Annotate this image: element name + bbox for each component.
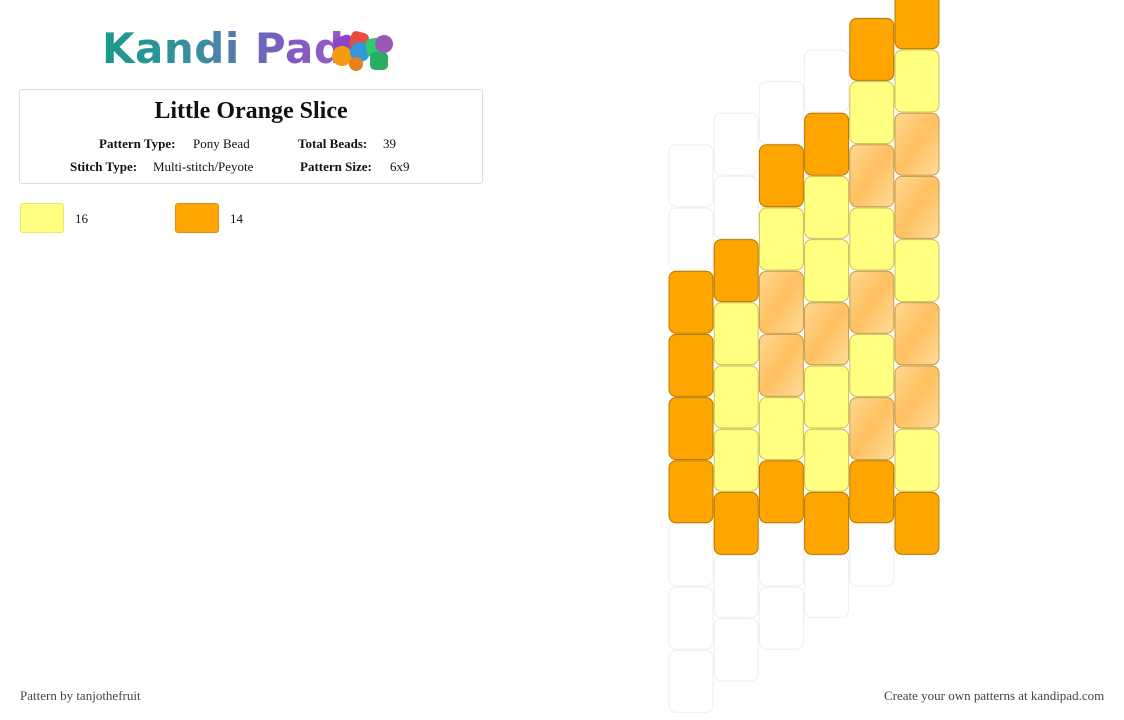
bead-cell <box>713 175 759 239</box>
bead-cell <box>758 207 804 271</box>
bead-cell <box>849 81 895 145</box>
bead-cell <box>713 112 759 176</box>
bead-cell <box>758 333 804 397</box>
legend-swatch-yellow <box>20 203 64 233</box>
bead-cell <box>804 491 850 555</box>
pattern-type-label: Pattern Type: <box>99 136 176 151</box>
bead-cell <box>804 112 850 176</box>
bead-cell <box>668 397 714 461</box>
pattern-size-label: Pattern Size: <box>300 159 372 174</box>
bead-cell <box>668 586 714 650</box>
bead-cell <box>668 523 714 587</box>
bead-cell <box>804 428 850 492</box>
bead-cell <box>849 333 895 397</box>
bead-cell <box>758 81 804 145</box>
bead-cell <box>668 333 714 397</box>
bead-cell <box>758 144 804 208</box>
logo-text: Kandi Pad <box>102 24 345 73</box>
bead-cell <box>804 49 850 113</box>
bead-cell <box>894 302 940 366</box>
bead-cell <box>849 523 895 587</box>
bead-cell <box>894 175 940 239</box>
bead-cell <box>758 397 804 461</box>
bead-cell <box>713 365 759 429</box>
bead-cell <box>758 523 804 587</box>
total-beads-label: Total Beads: <box>298 136 368 151</box>
bead-cell <box>804 239 850 303</box>
bead-cell <box>894 49 940 113</box>
legend-swatch-orange <box>175 203 219 233</box>
bead-cell <box>849 270 895 334</box>
bead-cell <box>668 460 714 524</box>
bead-cell <box>894 491 940 555</box>
bead-cell <box>713 302 759 366</box>
bead-cell <box>804 302 850 366</box>
footer-author: Pattern by tanjothefruit <box>20 688 141 703</box>
bead-cell <box>668 207 714 271</box>
bead-cell <box>849 144 895 208</box>
bead-cell <box>713 428 759 492</box>
stitch-type-label: Stitch Type: <box>70 159 138 174</box>
bead-cell <box>804 175 850 239</box>
bead-cell <box>758 460 804 524</box>
bead-cell <box>894 239 940 303</box>
pattern-info-card: Little Orange Slice Pattern Type: Pony B… <box>19 89 483 184</box>
bead-cell <box>894 0 940 50</box>
bead-cell <box>849 17 895 81</box>
bead-cell <box>758 270 804 334</box>
kandi-pad-logo: Kandi Pad <box>102 24 402 76</box>
bead-cell <box>849 207 895 271</box>
bead-cell <box>668 144 714 208</box>
bead-cell <box>713 618 759 682</box>
bead-cell <box>804 365 850 429</box>
legend-count-yellow: 16 <box>75 211 88 226</box>
stitch-type-value: Multi-stitch/Peyote <box>153 159 254 174</box>
bead-cell <box>894 428 940 492</box>
bead-cell <box>668 649 714 713</box>
bead-cell <box>713 555 759 619</box>
bead-cell <box>849 397 895 461</box>
bead-cell <box>804 555 850 619</box>
pattern-size-value: 6x9 <box>390 159 410 174</box>
bead-cell <box>894 365 940 429</box>
total-beads-value: 39 <box>383 136 396 151</box>
pattern-type-value: Pony Bead <box>193 136 250 151</box>
bead-cell <box>849 460 895 524</box>
bead-cell <box>713 491 759 555</box>
beads-logo-icon <box>332 31 393 71</box>
pattern-title: Little Orange Slice <box>154 98 348 124</box>
footer-promo: Create your own patterns at kandipad.com <box>884 688 1105 703</box>
bead-cell <box>668 270 714 334</box>
bead-cell <box>894 112 940 176</box>
bead-cell <box>713 239 759 303</box>
bead-cell <box>758 586 804 650</box>
legend-count-orange: 14 <box>230 211 243 226</box>
